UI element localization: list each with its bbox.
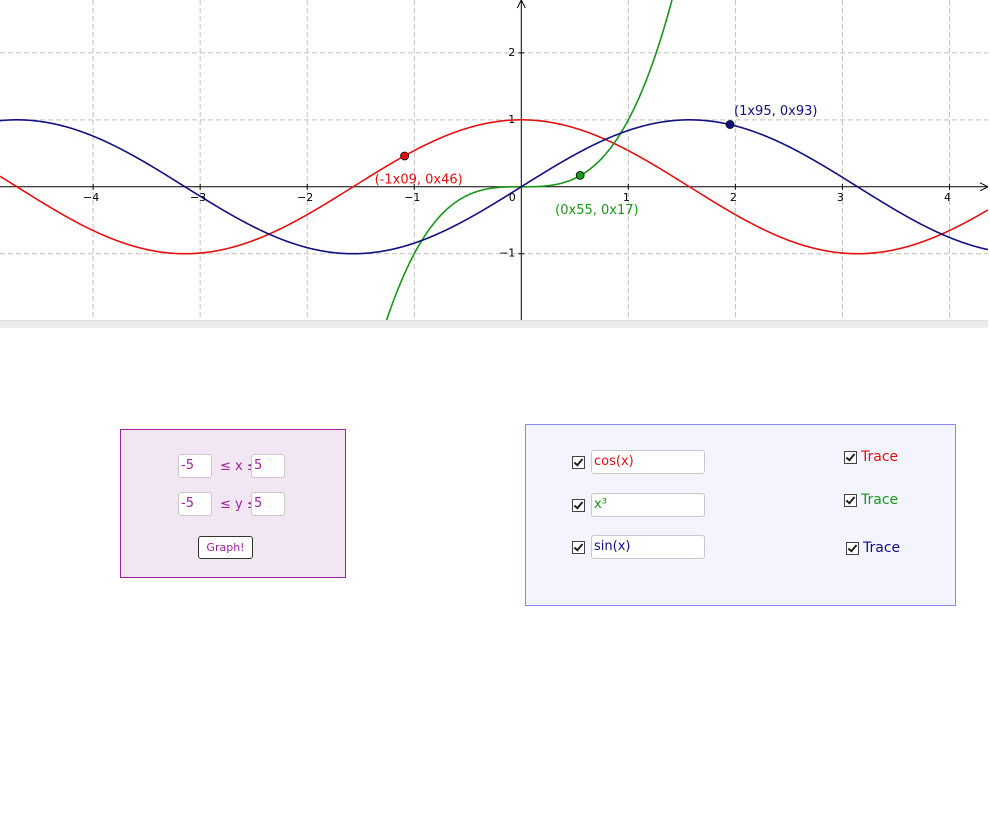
point-label: (1x95, 0x93) — [734, 104, 817, 119]
origin-label: 0 — [509, 191, 516, 204]
trace-checkbox[interactable] — [844, 451, 857, 464]
x-tick-label: 2 — [730, 191, 737, 204]
separator — [0, 320, 988, 328]
axis-arrow — [979, 182, 988, 192]
show-checkbox[interactable] — [572, 456, 585, 469]
x-tick-label: −4 — [83, 191, 99, 204]
show-checkbox[interactable] — [572, 541, 585, 554]
graph-button[interactable]: Graph! — [198, 536, 253, 559]
point-label: (-1x09, 0x46) — [375, 172, 463, 187]
show-checkbox[interactable] — [572, 499, 585, 512]
x-min-input[interactable]: -5 — [178, 454, 212, 478]
function-input[interactable]: x³ — [591, 493, 705, 517]
x-max-input[interactable]: 5 — [251, 454, 285, 478]
x-tick-label: 4 — [944, 191, 951, 204]
point — [575, 170, 585, 180]
functions-panel: cos(x) Trace x³ Trace sin(x) Trace — [525, 424, 956, 606]
trace-label: Trace — [861, 449, 899, 465]
function-input[interactable]: sin(x) — [591, 535, 705, 559]
x-tick-label: −3 — [190, 191, 206, 204]
point-label: (0x55, 0x17) — [555, 203, 638, 218]
x-tick-label: −2 — [297, 191, 313, 204]
trace-checkbox[interactable] — [846, 542, 859, 555]
function-input[interactable]: cos(x) — [591, 450, 705, 474]
point — [725, 120, 735, 129]
function-curve — [385, 0, 673, 320]
y-tick-label: 2 — [508, 46, 515, 59]
y-max-input[interactable]: 5 — [251, 492, 285, 516]
axis-arrow — [516, 0, 526, 9]
y-tick-label: −1 — [499, 247, 515, 260]
trace-label: Trace — [863, 540, 901, 556]
x-range-label: ≤ x ≤ — [220, 459, 258, 474]
function-curve — [0, 119, 988, 255]
function-curve — [0, 119, 988, 255]
range-panel: -5 ≤ x ≤ 5 -5 ≤ y ≤ 5 Graph! — [120, 429, 346, 578]
trace-label: Trace — [861, 492, 899, 508]
x-tick-label: 3 — [837, 191, 844, 204]
y-min-input[interactable]: -5 — [178, 492, 212, 516]
y-range-label: ≤ y ≤ — [220, 497, 258, 512]
trace-checkbox[interactable] — [844, 494, 857, 507]
x-tick-label: 1 — [623, 191, 630, 204]
point — [400, 151, 410, 161]
x-tick-label: −1 — [404, 191, 420, 204]
